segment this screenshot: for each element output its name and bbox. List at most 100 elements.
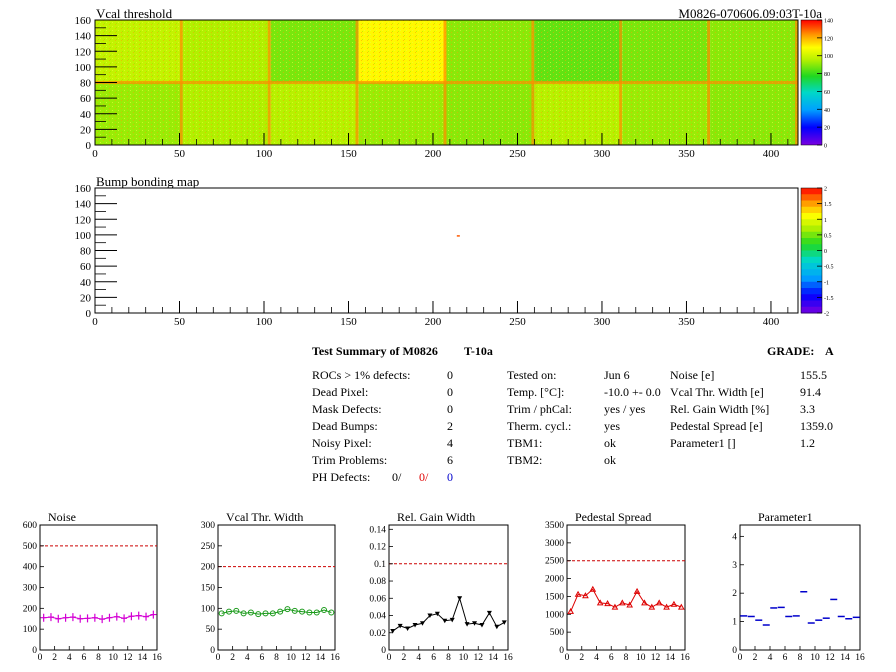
x-tick-label: 200: [425, 316, 442, 328]
roc-texture: [182, 20, 271, 83]
defect-label: Dead Bumps:: [312, 419, 378, 433]
x-tick-label: 6: [609, 653, 614, 663]
y-tick-label: 1000: [545, 610, 564, 620]
x-tick-label: 0: [738, 653, 743, 663]
result-label: Vcal Thr. Width [e]: [670, 385, 764, 399]
palette-tick-label: 1: [824, 218, 827, 224]
y-tick-label: 300: [23, 584, 38, 594]
roc-texture: [446, 82, 535, 145]
palette-band: [801, 300, 822, 308]
data-point: [247, 609, 254, 616]
y-tick-label: 200: [201, 563, 216, 573]
x-tick-label: 4: [67, 653, 72, 663]
x-tick-label: 150: [340, 316, 357, 328]
grade-value: A: [825, 344, 834, 358]
palette-band: [801, 206, 822, 214]
y-tick-label: 40: [80, 277, 92, 289]
x-tick-label: 14: [840, 653, 850, 663]
roc-texture: [270, 20, 359, 83]
palette-band: [801, 288, 822, 295]
data-point: [143, 612, 150, 621]
x-tick-label: 12: [301, 653, 311, 663]
data-point: [663, 603, 670, 610]
roc-edge-column: [267, 20, 271, 83]
palette-band: [801, 219, 822, 226]
x-tick-label: 200: [425, 148, 442, 160]
color-palette: [800, 19, 823, 146]
x-tick-label: 12: [123, 653, 133, 663]
defect-label: Mask Defects:: [312, 402, 382, 416]
palette-band: [801, 281, 822, 289]
y-tick-label: 20: [80, 292, 92, 304]
summary-plot-title: Vcal Thr. Width: [226, 510, 303, 524]
result-value: 1.2: [800, 436, 815, 450]
y-tick-label: 140: [75, 199, 92, 211]
roc-edge-column: [355, 82, 359, 145]
x-tick-label: 16: [330, 653, 340, 663]
roc-texture: [182, 82, 271, 145]
roc-texture: [622, 20, 711, 83]
y-tick-label: 120: [75, 214, 92, 226]
data-point: [582, 592, 589, 599]
data-point: [135, 611, 142, 620]
roc-edge-column: [619, 20, 623, 83]
y-tick-label: 200: [23, 604, 38, 614]
y-tick-label: 0.1: [374, 560, 386, 570]
x-tick-label: 14: [488, 653, 498, 663]
data-point: [412, 623, 418, 628]
data-point: [611, 603, 619, 610]
condition-label: Tested on:: [507, 368, 557, 382]
data-point: [299, 608, 306, 615]
x-tick-label: 6: [783, 653, 788, 663]
x-tick-label: 14: [666, 653, 676, 663]
y-tick-label: 500: [550, 628, 565, 638]
palette-band: [801, 263, 822, 270]
x-tick-label: 8: [274, 653, 279, 663]
y-tick-label: 0: [210, 646, 215, 656]
x-tick-label: 100: [256, 316, 273, 328]
data-point: [269, 610, 276, 617]
result-label: Rel. Gain Width [%]: [670, 402, 770, 416]
roc-edge-column: [267, 82, 271, 145]
palette-tick-label: 0.5: [824, 233, 832, 239]
palette-tick-label: -2: [824, 312, 829, 318]
y-tick-label: 0.14: [369, 525, 386, 535]
data-point: [641, 599, 648, 606]
y-tick-label: 40: [80, 109, 92, 121]
roc-texture: [710, 20, 798, 83]
palette-tick-label: 40: [824, 108, 830, 114]
result-label: Pedestal Spread [e]: [670, 419, 763, 433]
x-tick-label: 12: [651, 653, 661, 663]
data-point: [47, 613, 54, 622]
data-point: [91, 613, 98, 622]
summary-plot: Rel. Gain Width 0 0.02 0.04 0.06 0.08 0.1 0.12 0…: [369, 510, 513, 663]
condition-label: TBM2:: [507, 453, 543, 467]
y-tick-label: 3: [732, 561, 737, 571]
x-tick-label: 400: [763, 148, 780, 160]
y-tick-label: 2: [732, 589, 737, 599]
data-point: [40, 613, 47, 622]
data-point: [99, 615, 106, 624]
y-tick-label: 160: [75, 183, 92, 195]
plot-frame: [94, 187, 799, 314]
x-tick-label: 0: [38, 653, 43, 663]
y-tick-label: 0.04: [369, 612, 386, 622]
y-tick-label: 0: [86, 140, 92, 152]
y-tick-label: 0: [32, 646, 37, 656]
palette-tick-label: 140: [824, 19, 833, 25]
x-tick-label: 400: [763, 316, 780, 328]
result-label: Noise [e]: [670, 368, 715, 382]
defect-value: 0: [447, 402, 453, 416]
data-point: [501, 620, 507, 625]
data-point: [128, 612, 135, 621]
y-tick-label: 160: [75, 15, 92, 27]
data-point: [291, 607, 298, 614]
x-tick-label: 12: [474, 653, 484, 663]
defect-label: ROCs > 1% defects:: [312, 368, 411, 382]
palette-tick-label: 120: [824, 36, 833, 42]
condition-value: ok: [604, 436, 616, 450]
x-tick-label: 8: [798, 653, 803, 663]
roc-texture: [622, 82, 711, 145]
